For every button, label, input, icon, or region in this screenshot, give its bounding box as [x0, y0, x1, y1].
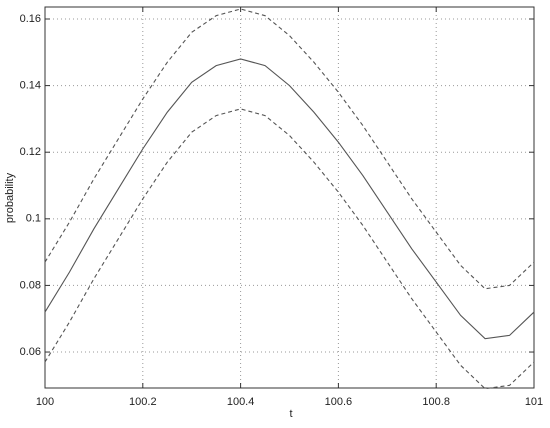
y-tick-label: 0.08: [20, 279, 41, 291]
y-tick-label: 0.1: [26, 213, 41, 225]
x-tick-label: 100.4: [227, 396, 255, 408]
x-tick-label: 100: [36, 396, 54, 408]
x-tick-label: 100.8: [422, 396, 450, 408]
x-axis-label: t: [289, 408, 292, 420]
y-tick-label: 0.12: [20, 146, 41, 158]
y-tick-label: 0.14: [20, 80, 41, 92]
x-tick-label: 100.6: [325, 396, 353, 408]
y-axis-label: probability: [4, 172, 16, 223]
x-tick-label: 100.2: [129, 396, 157, 408]
line-series: [44, 58, 535, 340]
y-tick-label: 0.16: [20, 13, 41, 25]
x-tick-label: 101: [525, 396, 543, 408]
line-series: [44, 108, 535, 390]
y-tick-label: 0.06: [20, 346, 41, 358]
line-series: [44, 8, 535, 290]
plot-frame: [44, 6, 535, 389]
